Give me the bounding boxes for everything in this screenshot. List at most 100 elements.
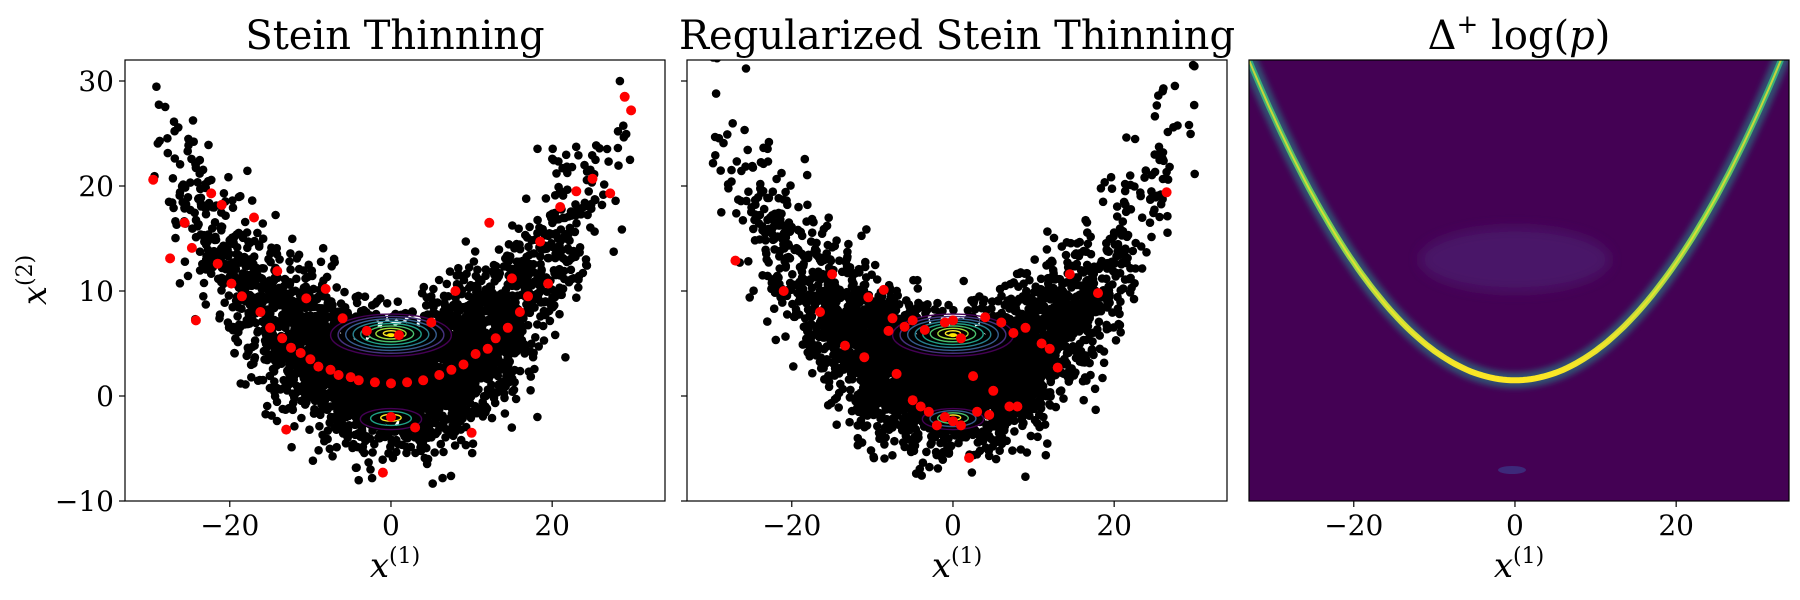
background-sample bbox=[292, 274, 301, 284]
background-sample bbox=[320, 334, 330, 344]
background-sample bbox=[533, 320, 542, 329]
selected-point bbox=[369, 377, 380, 388]
background-sample bbox=[367, 396, 377, 405]
background-sample bbox=[258, 292, 267, 301]
background-sample bbox=[583, 210, 592, 220]
background-sample bbox=[320, 345, 330, 355]
background-sample bbox=[249, 359, 258, 368]
background-sample bbox=[531, 333, 540, 342]
background-sample bbox=[184, 141, 193, 150]
background-sample bbox=[217, 286, 226, 295]
background-sample bbox=[449, 302, 459, 312]
background-sample bbox=[244, 347, 253, 356]
background-sample bbox=[572, 207, 582, 216]
background-sample bbox=[494, 245, 504, 254]
background-sample bbox=[462, 376, 471, 386]
background-sample bbox=[310, 404, 319, 414]
background-sample bbox=[544, 253, 553, 263]
background-sample bbox=[511, 394, 521, 404]
background-sample bbox=[625, 155, 635, 165]
background-sample bbox=[521, 230, 530, 240]
background-sample bbox=[307, 266, 317, 276]
background-sample bbox=[459, 410, 468, 419]
background-sample bbox=[272, 416, 282, 426]
background-sample bbox=[586, 165, 595, 175]
background-sample bbox=[217, 208, 226, 217]
background-sample bbox=[737, 166, 746, 176]
selected-point bbox=[337, 313, 348, 324]
background-sample bbox=[354, 420, 363, 429]
background-sample bbox=[288, 389, 298, 399]
background-sample bbox=[788, 270, 797, 279]
background-sample bbox=[528, 352, 538, 362]
background-sample bbox=[524, 242, 533, 252]
contour-ring bbox=[352, 320, 430, 349]
background-sample bbox=[1083, 239, 1093, 249]
background-sample bbox=[429, 355, 439, 365]
background-sample bbox=[403, 415, 413, 425]
background-sample bbox=[314, 303, 324, 313]
background-sample bbox=[500, 289, 510, 299]
background-sample bbox=[178, 180, 188, 189]
background-sample bbox=[171, 233, 180, 243]
background-sample bbox=[567, 253, 576, 263]
background-sample bbox=[440, 301, 450, 311]
background-sample bbox=[207, 175, 216, 185]
background-sample bbox=[299, 362, 308, 371]
background-sample bbox=[521, 194, 531, 203]
selected-point bbox=[535, 236, 546, 247]
background-sample bbox=[536, 259, 545, 269]
background-sample bbox=[276, 352, 286, 362]
background-sample bbox=[548, 154, 557, 164]
background-sample bbox=[318, 430, 327, 440]
background-sample bbox=[1026, 431, 1036, 441]
background-sample bbox=[270, 346, 280, 355]
background-sample bbox=[301, 369, 311, 379]
background-sample bbox=[408, 307, 417, 316]
background-sample bbox=[287, 442, 296, 452]
background-sample bbox=[399, 400, 409, 409]
selected-point bbox=[490, 333, 501, 344]
background-sample bbox=[536, 252, 545, 261]
selected-point bbox=[179, 217, 190, 228]
background-sample bbox=[325, 444, 335, 454]
selected-point bbox=[281, 424, 292, 435]
background-sample bbox=[270, 356, 280, 365]
background-sample bbox=[438, 473, 447, 483]
background-sample bbox=[202, 251, 211, 261]
background-sample bbox=[278, 404, 288, 414]
y-tick-label: 20 bbox=[78, 170, 114, 203]
background-sample bbox=[512, 282, 521, 291]
background-sample bbox=[262, 355, 272, 365]
background-sample bbox=[584, 187, 593, 196]
background-sample bbox=[297, 413, 306, 423]
background-sample bbox=[529, 259, 538, 269]
background-sample bbox=[555, 309, 564, 319]
background-sample bbox=[404, 394, 414, 404]
background-sample bbox=[319, 381, 329, 390]
background-sample bbox=[247, 196, 257, 205]
background-sample bbox=[212, 247, 222, 257]
background-sample bbox=[302, 311, 312, 321]
background-sample bbox=[324, 391, 333, 401]
background-sample bbox=[467, 448, 477, 458]
background-sample bbox=[410, 433, 420, 442]
background-sample bbox=[326, 345, 336, 354]
background-sample bbox=[155, 136, 164, 146]
background-sample bbox=[234, 303, 243, 312]
background-sample bbox=[444, 343, 453, 353]
background-sample bbox=[490, 398, 500, 408]
background-sample bbox=[194, 194, 203, 203]
background-sample bbox=[537, 266, 546, 276]
background-sample bbox=[224, 291, 234, 300]
background-sample bbox=[372, 297, 382, 306]
background-sample bbox=[265, 276, 274, 285]
background-sample bbox=[351, 292, 361, 302]
background-sample bbox=[560, 213, 570, 223]
background-sample bbox=[433, 298, 442, 307]
background-sample bbox=[290, 422, 299, 431]
background-sample bbox=[323, 298, 333, 308]
selected-point bbox=[466, 427, 477, 438]
background-sample bbox=[299, 335, 309, 344]
background-sample bbox=[328, 452, 337, 461]
